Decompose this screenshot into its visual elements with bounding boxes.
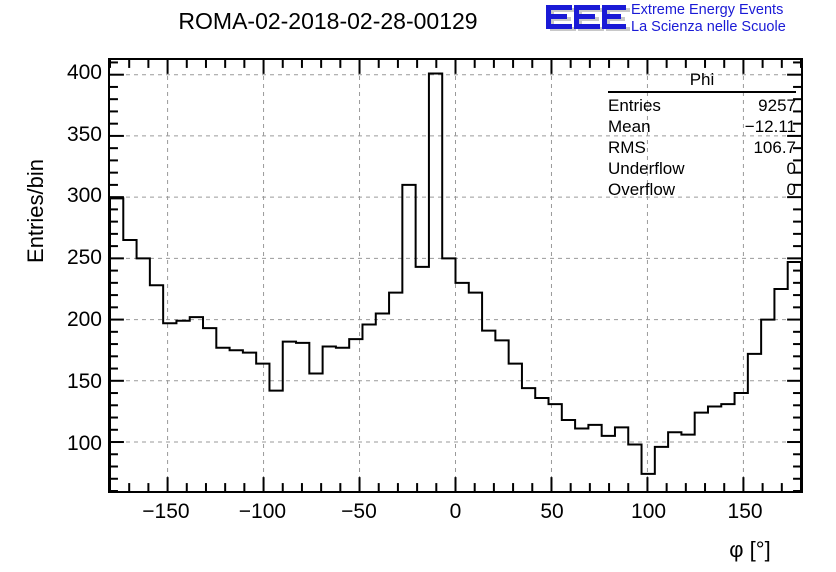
x-axis-title: φ [°] <box>729 537 771 562</box>
y-tick-label: 200 <box>66 307 102 331</box>
y-tick-label: 250 <box>66 246 102 270</box>
y-tick-label: 100 <box>66 431 102 455</box>
stats-row-value: 0 <box>786 159 796 178</box>
eee-logo-text: Extreme Energy Events La Scienza nelle S… <box>631 2 786 36</box>
x-tick-labels: −150 −100 −50 0 50 100 150 <box>108 500 803 530</box>
y-tick-label: 400 <box>66 60 102 84</box>
plot-frame <box>108 58 803 493</box>
stats-title: Phi <box>689 70 715 89</box>
stats-rows: Entries 9257 Mean −12.11 RMS 106.7 Underflow 0 O… <box>608 95 796 200</box>
stats-row-key: Overflow <box>608 180 676 199</box>
stats-row-key: Mean <box>608 117 651 136</box>
y-tick-labels: 100 150 200 250 300 350 400 <box>44 58 102 493</box>
stats-divider <box>608 91 796 93</box>
stats-row: Overflow 0 <box>608 179 796 200</box>
axis-ticks <box>110 60 801 491</box>
x-tick-label: 0 <box>449 500 462 523</box>
eee-logo-line2: La Scienza nelle Scuole <box>631 19 786 35</box>
eee-mark-icon <box>544 3 630 35</box>
stats-row: Underflow 0 <box>608 158 796 179</box>
stats-row-key: Underflow <box>608 159 685 178</box>
y-tick-label: 300 <box>66 184 102 208</box>
x-tick-label: −150 <box>142 500 190 523</box>
stats-row: Entries 9257 <box>608 95 796 116</box>
stats-row-value: 106.7 <box>753 138 796 157</box>
stats-row-value: −12.11 <box>744 117 796 136</box>
stats-row-value: 0 <box>786 180 796 199</box>
histogram-step-curve <box>110 60 801 491</box>
stats-row: Mean −12.11 <box>608 116 796 137</box>
eee-logo: Extreme Energy Events La Scienza nelle S… <box>544 2 834 38</box>
y-tick-label: 150 <box>66 369 102 393</box>
x-tick-label: 50 <box>540 500 564 523</box>
stats-row: RMS 106.7 <box>608 137 796 158</box>
x-tick-label: 150 <box>727 500 763 523</box>
stats-row-key: Entries <box>608 96 661 115</box>
stats-box: Phi Entries 9257 Mean −12.11 RMS 106.7 Underfl… <box>608 70 796 200</box>
x-tick-label: −50 <box>341 500 377 523</box>
stats-row-key: RMS <box>608 138 646 157</box>
eee-logo-line1: Extreme Energy Events <box>631 2 784 18</box>
y-tick-label: 350 <box>66 122 102 146</box>
x-tick-label: −100 <box>238 500 287 523</box>
x-tick-label: 100 <box>631 500 667 523</box>
stats-row-value: 9257 <box>758 96 796 115</box>
page-title: ROMA-02-2018-02-28-00129 <box>178 8 478 34</box>
